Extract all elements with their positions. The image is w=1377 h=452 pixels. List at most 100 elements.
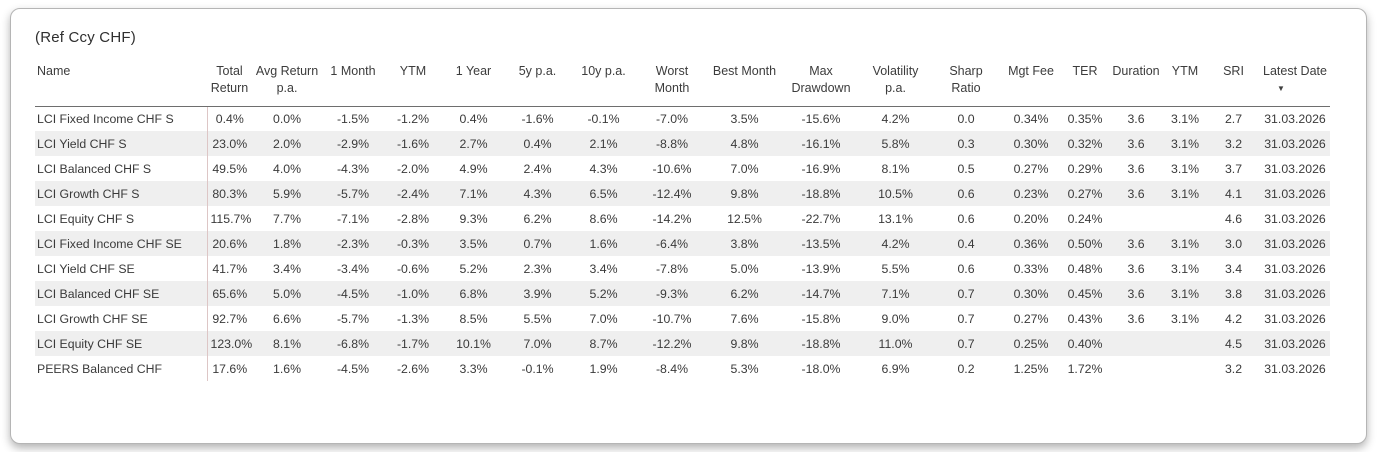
column-header-sharp-ratio[interactable]: Sharp Ratio — [931, 60, 1001, 107]
value-cell: 41.7% — [212, 261, 248, 276]
column-header-label: Name — [37, 64, 71, 78]
value-cell: 9.0% — [881, 311, 910, 326]
value-cell: 3.9% — [523, 286, 552, 301]
column-header-volatility-pa[interactable]: Volatility p.a. — [860, 60, 931, 107]
column-header-ytm[interactable]: YTM — [384, 60, 442, 107]
value-cell: -18.8% — [801, 336, 841, 351]
value-cell: 0.34% — [1013, 111, 1049, 126]
column-header-10y-pa[interactable]: 10y p.a. — [570, 60, 637, 107]
value-cell: 5.0% — [730, 261, 759, 276]
value-cell: 6.8% — [459, 286, 488, 301]
value-cell: 3.6 — [1127, 111, 1145, 126]
column-header-best-month[interactable]: Best Month — [707, 60, 782, 107]
value-cell: -2.9% — [336, 136, 370, 151]
value-cell: 3.4% — [589, 261, 618, 276]
row-name-cell: LCI Equity CHF SE — [35, 331, 208, 356]
value-cell: -3.4% — [336, 261, 370, 276]
value-cell: 4.9% — [459, 161, 488, 176]
column-header-name[interactable]: Name — [35, 60, 207, 107]
value-cell: -10.7% — [652, 311, 692, 326]
value-cell: 0.20% — [1013, 211, 1049, 226]
value-cell: 0.50% — [1067, 236, 1103, 251]
value-cell: 3.6 — [1127, 261, 1145, 276]
column-header-total-return[interactable]: Total Return — [207, 60, 252, 107]
table-row: LCI Fixed Income CHF S 0.4% 0.0% -1.5% -1.2%… — [35, 106, 1330, 131]
value-cell: -15.6% — [801, 111, 841, 126]
column-header-label: Worst Month — [654, 64, 690, 95]
table-row: LCI Yield CHF S 23.0% 2.0% -2.9% -1.6% 2.7% 0.… — [35, 131, 1330, 156]
value-cell: 5.9% — [272, 186, 302, 201]
value-cell: 31.03.2026 — [1264, 261, 1326, 276]
column-header-avg-return-pa[interactable]: Avg Return p.a. — [252, 60, 322, 107]
value-cell: 4.2% — [881, 236, 910, 251]
value-cell: 3.2 — [1224, 361, 1243, 376]
row-name-cell: LCI Balanced CHF S — [35, 156, 208, 181]
column-header-label: Mgt Fee — [1008, 64, 1054, 78]
column-header-worst-month[interactable]: Worst Month — [637, 60, 707, 107]
column-header-label: 5y p.a. — [518, 64, 557, 78]
column-header-1-year[interactable]: 1 Year — [442, 60, 505, 107]
value-cell: 6.2% — [523, 211, 552, 226]
value-cell: -16.9% — [801, 161, 841, 176]
value-cell: 0.0% — [272, 111, 302, 126]
value-cell: -4.5% — [336, 286, 370, 301]
value-cell: 3.8 — [1224, 286, 1243, 301]
value-cell: 4.3% — [523, 186, 552, 201]
value-cell: 2.7 — [1224, 111, 1243, 126]
value-cell: -8.4% — [655, 361, 689, 376]
value-cell: 0.30% — [1013, 136, 1049, 151]
value-cell: 10.1% — [456, 336, 491, 351]
value-cell: 3.5% — [730, 111, 759, 126]
column-header-ytm-2[interactable]: YTM — [1163, 60, 1207, 107]
value-cell: -1.0% — [396, 286, 430, 301]
value-cell: 65.6% — [212, 286, 248, 301]
value-cell: 4.3% — [589, 161, 618, 176]
value-cell: 0.45% — [1067, 286, 1103, 301]
value-cell: 3.1% — [1170, 286, 1200, 301]
column-header-label: Latest Date — [1263, 64, 1327, 78]
value-cell: -13.9% — [801, 261, 841, 276]
value-cell: 6.9% — [881, 361, 910, 376]
value-cell: 7.1% — [881, 286, 910, 301]
value-cell: 31.03.2026 — [1264, 286, 1326, 301]
column-header-duration[interactable]: Duration — [1109, 60, 1163, 107]
column-header-sri[interactable]: SRI — [1207, 60, 1260, 107]
value-cell: 12.5% — [727, 211, 762, 226]
value-cell: 8.7% — [589, 336, 618, 351]
column-header-1-month[interactable]: 1 Month — [322, 60, 384, 107]
value-cell: 1.6% — [272, 361, 302, 376]
column-header-latest-date[interactable]: Latest Date ▼ — [1260, 60, 1330, 107]
column-header-ter[interactable]: TER — [1061, 60, 1109, 107]
value-cell: 3.1% — [1170, 311, 1200, 326]
table-row: LCI Equity CHF SE 123.0% 8.1% -6.8% -1.7% 10.… — [35, 331, 1330, 356]
table-row: LCI Equity CHF S 115.7% 7.7% -7.1% -2.8% 9.3%… — [35, 206, 1330, 231]
column-header-label: Total Return — [210, 64, 249, 95]
value-cell: -1.3% — [396, 311, 430, 326]
value-cell: 31.03.2026 — [1264, 186, 1326, 201]
value-cell: -10.6% — [652, 161, 692, 176]
value-cell: 3.1% — [1170, 161, 1200, 176]
value-cell: 3.4% — [272, 261, 302, 276]
row-name-cell: LCI Fixed Income CHF S — [35, 106, 208, 131]
column-header-max-drawdown[interactable]: Max Drawdown — [782, 60, 860, 107]
value-cell: 3.6 — [1127, 286, 1145, 301]
value-cell: -7.8% — [655, 261, 689, 276]
value-cell: -2.4% — [396, 186, 430, 201]
row-name-cell: LCI Fixed Income CHF SE — [35, 231, 208, 256]
column-header-mgt-fee[interactable]: Mgt Fee — [1001, 60, 1061, 107]
value-cell: 3.3% — [459, 361, 488, 376]
value-cell: 31.03.2026 — [1264, 311, 1326, 326]
value-cell: 5.2% — [589, 286, 618, 301]
table-row: LCI Balanced CHF S 49.5% 4.0% -4.3% -2.0% 4.9… — [35, 156, 1330, 181]
table-row: LCI Fixed Income CHF SE 20.6% 1.8% -2.3% -0.… — [35, 231, 1330, 256]
value-cell: 0.7 — [957, 336, 975, 351]
value-cell: 0.36% — [1013, 236, 1049, 251]
value-cell: 5.2% — [459, 261, 488, 276]
value-cell: 11.0% — [878, 336, 913, 351]
value-cell: 2.1% — [589, 136, 618, 151]
value-cell: 7.6% — [730, 311, 759, 326]
value-cell: 80.3% — [212, 186, 248, 201]
value-cell: -7.0% — [655, 111, 689, 126]
column-header-5y-pa[interactable]: 5y p.a. — [505, 60, 570, 107]
value-cell: 4.6 — [1224, 211, 1243, 226]
